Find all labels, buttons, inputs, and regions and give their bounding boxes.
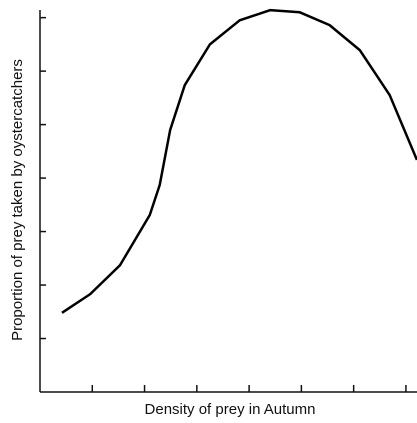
- x-axis-label: Density of prey in Autumn: [145, 401, 316, 418]
- line-series: [61, 8, 417, 314]
- y-axis-label: Proportion of prey taken by oystercatche…: [9, 59, 26, 341]
